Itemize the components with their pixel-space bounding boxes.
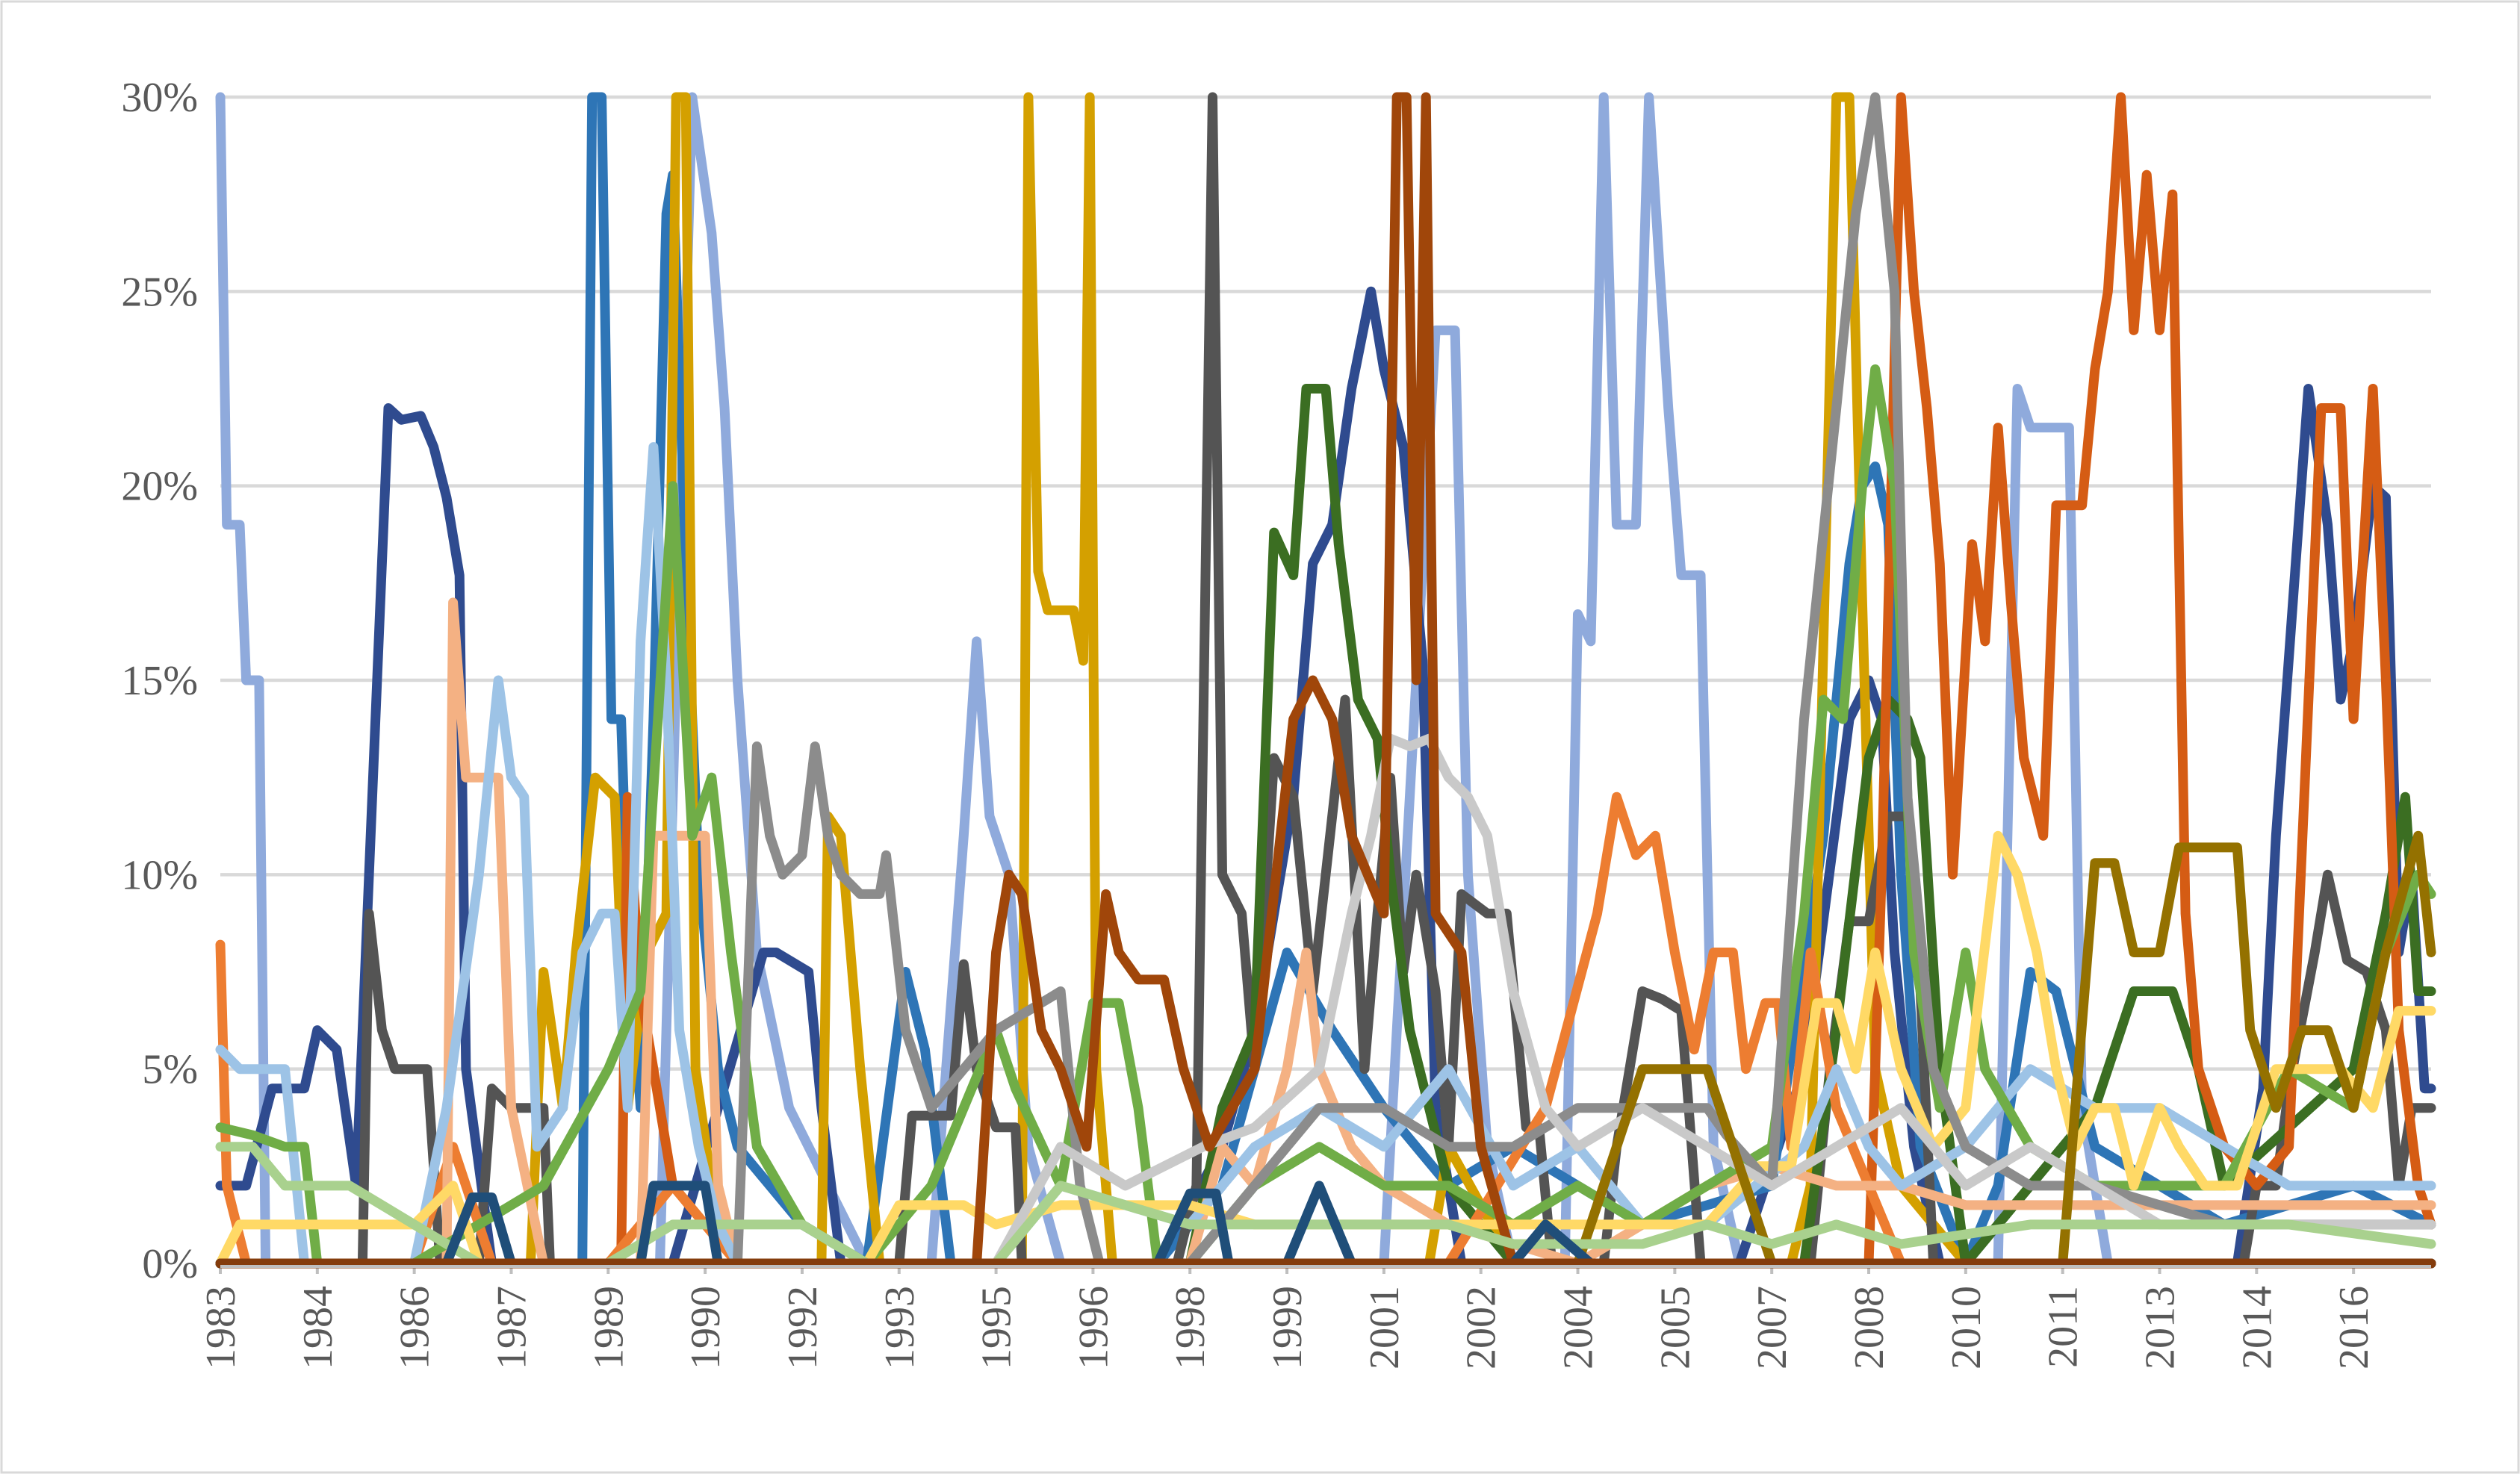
series-line-yellow <box>215 830 2436 1269</box>
x-tick-label: 1995 <box>974 1286 1020 1369</box>
x-tick-label: 1999 <box>1264 1286 1311 1369</box>
x-tick-label: 2007 <box>1749 1286 1796 1369</box>
x-tick-label: 1990 <box>683 1286 729 1369</box>
x-axis-labels: 1983 1984 1986 1987 1989 1990 1992 1993 1995 1996… <box>198 1263 2377 1369</box>
series-layer <box>215 92 2436 1269</box>
y-tick-label: 25% <box>121 269 198 315</box>
x-tick-label: 1992 <box>780 1286 826 1369</box>
series-line-mid-green <box>215 364 2436 1269</box>
series-line-light-orange <box>215 792 2436 1269</box>
x-tick-label: 2008 <box>1846 1286 1893 1369</box>
x-tick-label: 2010 <box>1943 1286 1990 1369</box>
series-line-orange-red <box>215 92 2436 1269</box>
series-line-dark-navy <box>215 286 2436 1269</box>
y-tick-label: 5% <box>142 1047 198 1093</box>
x-tick-label: 2005 <box>1652 1286 1698 1369</box>
series-line-silver <box>215 733 2436 1269</box>
series-line-rust <box>215 92 2436 1269</box>
y-tick-label: 20% <box>121 464 198 510</box>
y-tick-label: 0% <box>142 1241 198 1287</box>
x-tick-label: 1987 <box>488 1286 535 1369</box>
x-tick-label: 1984 <box>295 1286 341 1369</box>
x-tick-label: 2002 <box>1459 1286 1505 1369</box>
series-line-grey <box>215 92 2436 1269</box>
x-tick-label: 1993 <box>877 1286 923 1369</box>
y-tick-label: 30% <box>121 75 198 121</box>
x-tick-label: 1996 <box>1070 1286 1117 1369</box>
y-axis-labels: 0% 5% 10% 15% 20% 25% 30% <box>121 75 198 1287</box>
x-tick-label: 1986 <box>392 1286 438 1369</box>
x-tick-label: 2013 <box>2137 1286 2183 1369</box>
x-tick-label: 2014 <box>2234 1286 2280 1369</box>
x-tick-label: 2004 <box>1556 1286 1602 1369</box>
x-tick-label: 1983 <box>198 1286 244 1369</box>
x-tick-label: 2001 <box>1362 1286 1408 1369</box>
y-tick-label: 15% <box>121 658 198 704</box>
x-tick-label: 2011 <box>2040 1286 2087 1368</box>
series-line-olive <box>215 830 2436 1269</box>
x-tick-label: 2016 <box>2331 1286 2377 1369</box>
y-tick-label: 10% <box>121 852 198 898</box>
series-line-peach <box>215 597 2436 1269</box>
x-tick-label: 1998 <box>1167 1286 1214 1369</box>
x-tick-label: 1989 <box>586 1286 632 1369</box>
